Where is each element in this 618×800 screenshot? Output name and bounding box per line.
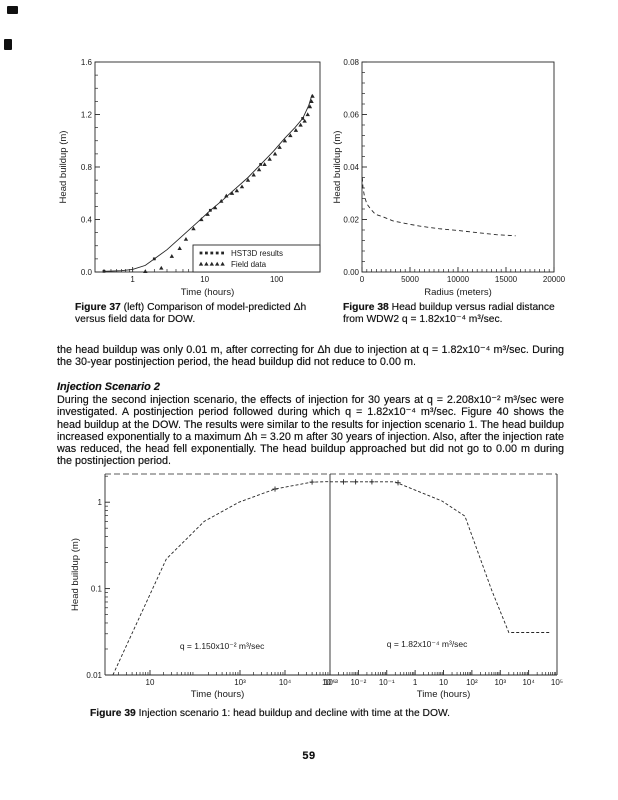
svg-text:10: 10 (200, 275, 209, 284)
svg-text:10⁻²: 10⁻² (350, 678, 366, 687)
svg-text:10⁴: 10⁴ (279, 678, 292, 687)
figure-38-caption: Figure 38 Head buildup versus radial dis… (343, 302, 569, 327)
svg-text:15000: 15000 (495, 275, 518, 284)
scan-artifact (4, 39, 12, 50)
svg-text:0.02: 0.02 (343, 215, 359, 224)
figure-38-caption-label: Figure 38 (343, 302, 389, 313)
svg-text:20000: 20000 (543, 275, 565, 284)
svg-text:Time (hours): Time (hours) (417, 689, 471, 700)
figure-39-caption-text: Injection scenario 1: head buildup and d… (135, 708, 451, 719)
body-paragraph-1: the head buildup was only 0.01 m, after … (57, 344, 564, 369)
svg-text:10²: 10² (466, 678, 478, 687)
figure-39-chart: 0.01 0.1 1 Head buildup (m) 10 10³ 10⁴ 10⁵ Time … (70, 473, 563, 700)
svg-text:10⁻¹: 10⁻¹ (379, 678, 395, 687)
figure-37-caption-label: Figure 37 (75, 302, 121, 313)
page-number: 59 (302, 750, 316, 762)
svg-text:q = 1.150x10⁻² m³/sec: q = 1.150x10⁻² m³/sec (180, 641, 265, 651)
svg-text:0.4: 0.4 (81, 215, 93, 224)
svg-text:Time (hours): Time (hours) (181, 287, 235, 298)
figure-38-chart: 0 5000 10000 15000 20000 0.00 0.02 0.04 0.06 0.08… (332, 58, 565, 298)
svg-text:Radius (meters): Radius (meters) (424, 287, 492, 298)
svg-text:1: 1 (413, 678, 418, 687)
figure-37-chart: 1 10 100 0.0 0.4 0.8 1.2 1.6 Time (hours) Head bu… (58, 58, 321, 298)
svg-text:0.00: 0.00 (343, 268, 359, 277)
svg-text:10⁴: 10⁴ (522, 678, 535, 687)
svg-text:100: 100 (270, 275, 284, 284)
svg-text:5000: 5000 (401, 275, 419, 284)
svg-text:0.04: 0.04 (343, 163, 359, 172)
svg-text:10⁵: 10⁵ (324, 678, 336, 687)
svg-text:0.08: 0.08 (343, 58, 359, 67)
svg-text:1: 1 (130, 275, 135, 284)
svg-text:0: 0 (360, 275, 365, 284)
figure-37-caption-text: (left) Comparison of model-predicted Δh … (75, 302, 307, 326)
body-paragraph-2: During the second injection scenario, th… (57, 394, 564, 468)
svg-text:0.01: 0.01 (86, 671, 102, 680)
svg-text:10⁵: 10⁵ (551, 678, 563, 687)
svg-text:1.2: 1.2 (81, 110, 93, 119)
svg-text:10: 10 (146, 678, 155, 687)
svg-text:10⁻³: 10⁻³ (322, 678, 338, 687)
section-heading-injection-scenario-2: Injection Scenario 2 (57, 381, 160, 393)
figure-39-caption: Figure 39 Injection scenario 1: head bui… (90, 708, 550, 720)
svg-text:q = 1.82x10⁻⁴ m³/sec: q = 1.82x10⁻⁴ m³/sec (387, 639, 468, 649)
svg-text:HST3D results: HST3D results (231, 249, 283, 258)
svg-text:Field data: Field data (231, 260, 267, 269)
svg-text:1.6: 1.6 (81, 58, 93, 67)
scan-artifact (7, 6, 18, 14)
svg-text:1: 1 (98, 498, 103, 507)
svg-text:0.8: 0.8 (81, 163, 93, 172)
svg-text:10³: 10³ (494, 678, 506, 687)
svg-text:0.1: 0.1 (91, 584, 103, 593)
svg-text:Head buildup (m): Head buildup (m) (58, 131, 69, 204)
svg-text:10: 10 (439, 678, 448, 687)
svg-text:10³: 10³ (234, 678, 246, 687)
svg-text:0.0: 0.0 (81, 268, 93, 277)
figure-37-caption: Figure 37 (left) Comparison of model-pre… (75, 302, 333, 327)
svg-text:0.06: 0.06 (343, 110, 359, 119)
figure-38-caption-text: Head buildup versus radial distance from… (343, 302, 555, 326)
figure-39-caption-label: Figure 39 (90, 708, 136, 719)
svg-text:Head buildup (m): Head buildup (m) (332, 131, 343, 204)
svg-text:Time (hours): Time (hours) (191, 689, 245, 700)
svg-text:Head buildup (m): Head buildup (m) (70, 538, 81, 611)
svg-text:10000: 10000 (447, 275, 470, 284)
